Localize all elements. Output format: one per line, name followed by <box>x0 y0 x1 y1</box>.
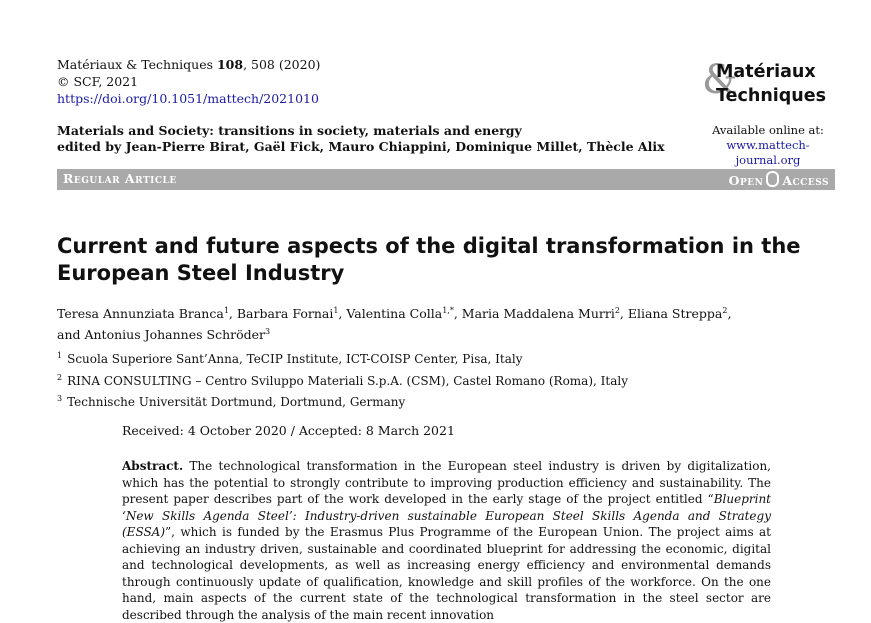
doi-link[interactable]: https://doi.org/10.1051/mattech/2021010 <box>57 91 319 106</box>
open-access-label: Open Access <box>728 171 829 188</box>
abstract: Abstract. The technological transformati… <box>122 459 771 622</box>
author: Maria Maddalena Murri <box>461 306 615 322</box>
open-access-icon <box>766 171 780 187</box>
available-online: Available online at: www.mattech-journal… <box>700 123 836 168</box>
special-issue-title: Materials and Society: transitions in so… <box>57 123 522 138</box>
affiliation-item: 1 Scuola Superiore Sant’Anna, TeCIP Insti… <box>57 351 523 366</box>
logo-ampersand: & <box>702 57 738 103</box>
journal-citation-block: Matériaux & Techniques 108, 508 (2020) ©… <box>57 56 320 107</box>
article-type-banner: Regular Article Open Access <box>57 169 835 190</box>
author: Barbara Fornai <box>236 306 334 322</box>
affiliation-item: 2 RINA CONSULTING – Centro Sviluppo Mater… <box>57 372 628 388</box>
copyright: © SCF, 2021 <box>57 74 139 89</box>
logo-word-techniques: Techniques <box>716 86 827 106</box>
author: Eliana Streppa <box>627 306 723 322</box>
affiliations: 1 Scuola Superiore Sant’Anna, TeCIP Insti… <box>57 347 628 412</box>
author: Valentina Colla <box>346 306 443 322</box>
journal-logo: & Matériaux Techniques <box>702 56 842 112</box>
abstract-label: Abstract. <box>122 459 184 473</box>
article-title: Current and future aspects of the digita… <box>57 234 801 285</box>
project-title: Blueprint ‘New Skills Agenda Steel’: Ind… <box>122 492 771 539</box>
special-issue-editors: edited by Jean-Pierre Birat, Gaël Fick, … <box>57 139 665 154</box>
author: and Antonius Johannes Schröder <box>57 327 266 343</box>
journal-website-link[interactable]: www.mattech-journal.org <box>726 138 810 167</box>
author-list: Teresa Annunziata Branca1, Barbara Forna… <box>57 306 732 343</box>
journal-citation: Matériaux & Techniques 108, 508 (2020) <box>57 57 321 72</box>
article-type: Regular Article <box>63 171 177 186</box>
special-issue-info: Materials and Society: transitions in so… <box>57 123 665 155</box>
logo-word-materiaux: Matériaux <box>716 62 816 82</box>
affiliation-item: 3 Technische Universität Dortmund, Dortmu… <box>57 394 406 409</box>
received-accepted-dates: Received: 4 October 2020 / Accepted: 8 M… <box>122 423 455 438</box>
available-label: Available online at: <box>712 123 824 137</box>
author: Teresa Annunziata Branca <box>57 306 224 322</box>
